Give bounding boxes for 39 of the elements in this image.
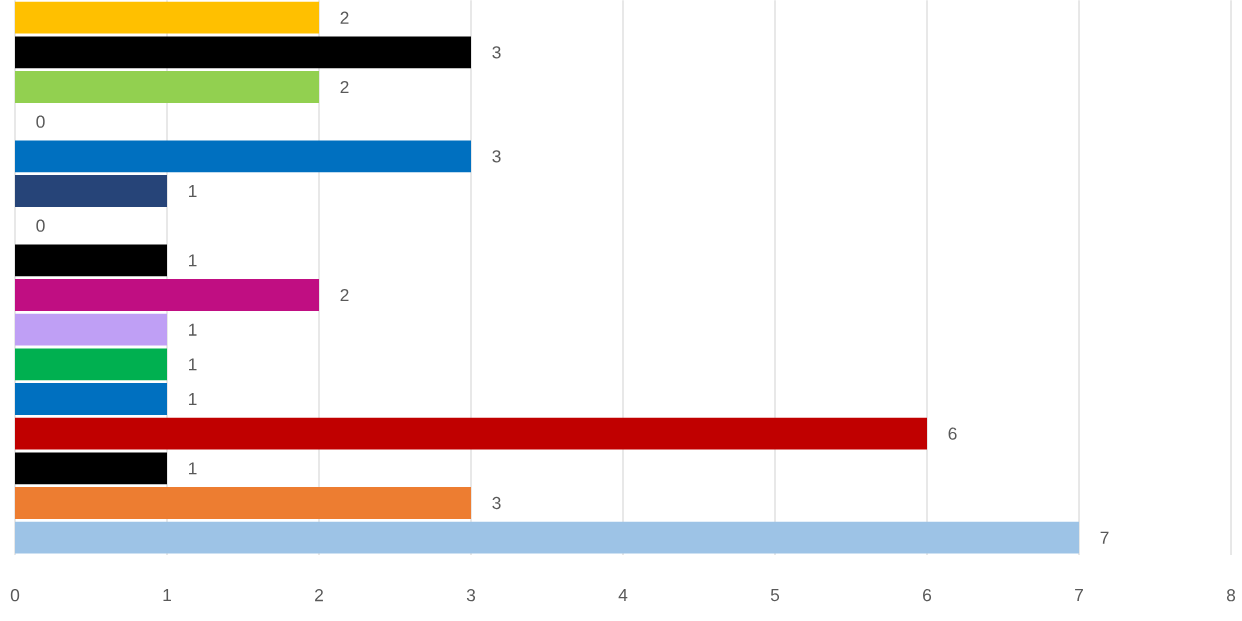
data-label: 3 (492, 150, 501, 163)
bar (15, 71, 319, 103)
data-label: 1 (189, 185, 197, 197)
x-tick-label: 8 (1226, 589, 1236, 602)
data-label: 2 (340, 288, 349, 302)
bar (15, 487, 471, 519)
bar (15, 521, 1080, 554)
bar (15, 244, 167, 277)
data-label: 1 (189, 393, 197, 405)
bar (15, 36, 471, 69)
data-label: 3 (492, 46, 501, 59)
bar (15, 348, 167, 381)
bar (15, 279, 319, 311)
x-tick-label: 0 (10, 589, 20, 602)
bar (15, 417, 928, 450)
data-label: 6 (948, 427, 957, 440)
x-tick-label: 4 (618, 589, 628, 601)
data-label: 3 (492, 496, 501, 510)
data-label: 0 (36, 219, 45, 232)
bar (15, 452, 167, 485)
data-label: 7 (1100, 531, 1109, 544)
x-tick-label: 7 (1075, 589, 1083, 601)
data-label: 2 (340, 11, 349, 24)
x-tick-label: 2 (315, 589, 323, 602)
data-label: 1 (189, 462, 197, 475)
bar (15, 140, 471, 173)
bar (15, 1, 319, 34)
x-tick-label: 5 (770, 589, 780, 602)
data-label: 2 (340, 80, 349, 94)
bar (15, 313, 167, 346)
data-label: 1 (189, 254, 197, 267)
data-label: 1 (189, 358, 197, 371)
bar (15, 175, 167, 207)
x-tick-label: 1 (163, 589, 171, 601)
data-label: 0 (36, 115, 45, 128)
x-tick-label: 3 (466, 589, 476, 602)
bar (15, 383, 167, 415)
data-label: 1 (189, 323, 197, 336)
x-tick-label: 6 (923, 589, 932, 602)
